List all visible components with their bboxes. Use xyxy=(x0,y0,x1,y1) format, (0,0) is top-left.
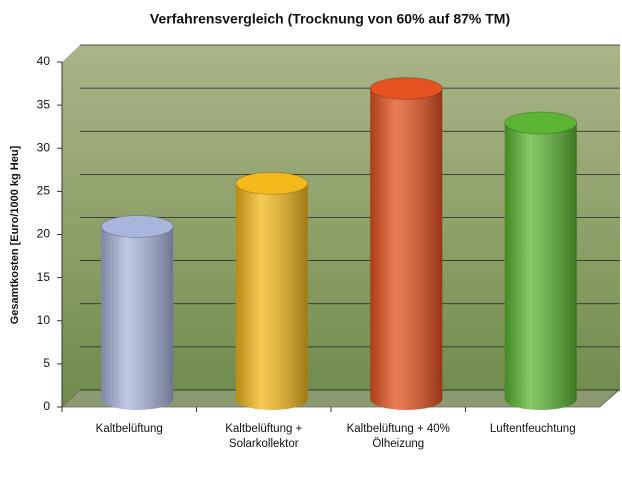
y-tick-label: 20 xyxy=(37,227,51,241)
bar-shade xyxy=(236,183,308,399)
bar-bottom-shade xyxy=(236,388,308,410)
y-tick-label: 10 xyxy=(37,313,51,327)
x-tick-label: Kaltbelüftung + Solarkollektor xyxy=(212,422,316,452)
chart-title: Verfahrensvergleich (Trocknung von 60% a… xyxy=(150,11,510,27)
y-tick-label: 30 xyxy=(37,140,51,154)
x-tick-label: Kaltbelüftung + 40% Ölheizung xyxy=(346,422,450,452)
bar-top xyxy=(505,112,577,134)
bar-shade xyxy=(505,123,577,399)
chart: Verfahrensvergleich (Trocknung von 60% a… xyxy=(0,0,622,482)
page: Verfahrensvergleich (Trocknung von 60% a… xyxy=(0,0,622,482)
y-tick-label: 40 xyxy=(37,54,51,68)
bar-bottom-shade xyxy=(370,388,442,410)
x-tick-label: Luftentfeuchtung xyxy=(481,422,585,437)
bar-top xyxy=(236,172,308,194)
y-tick-label: 5 xyxy=(43,356,50,370)
y-tick-label: 15 xyxy=(37,270,51,284)
y-axis-label: Gesamtkosten [Euro/1000 kg Heu] xyxy=(9,145,21,324)
bar-shade xyxy=(101,227,173,400)
bar-bottom-shade xyxy=(505,388,577,410)
y-tick-label: 0 xyxy=(43,399,50,413)
bar-shade xyxy=(370,89,442,400)
x-tick-label: Kaltbelüftung xyxy=(77,422,181,437)
bar-bottom-shade xyxy=(101,388,173,410)
bar-top xyxy=(370,78,442,100)
y-tick-label: 25 xyxy=(37,184,51,198)
bar-top xyxy=(101,216,173,238)
y-tick-label: 35 xyxy=(37,97,51,111)
